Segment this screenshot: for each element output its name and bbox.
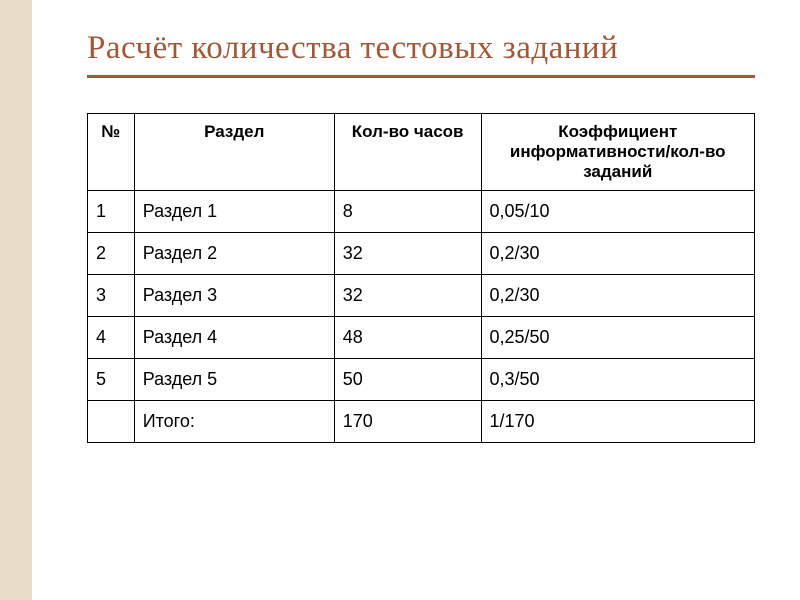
cell-section: Раздел 5 <box>134 359 334 401</box>
calculation-table: № Раздел Кол-во часов Коэффициент информ… <box>87 113 755 443</box>
cell-number: 2 <box>88 233 135 275</box>
cell-number <box>88 401 135 443</box>
cell-hours: 48 <box>334 317 481 359</box>
cell-number: 3 <box>88 275 135 317</box>
table-header-row: № Раздел Кол-во часов Коэффициент информ… <box>88 114 755 191</box>
table-row: 3 Раздел 3 32 0,2/30 <box>88 275 755 317</box>
cell-hours: 32 <box>334 233 481 275</box>
cell-coefficient: 0,05/10 <box>481 191 754 233</box>
cell-number: 5 <box>88 359 135 401</box>
cell-coefficient: 0,25/50 <box>481 317 754 359</box>
title-underline <box>87 75 755 78</box>
column-header-section: Раздел <box>134 114 334 191</box>
cell-number: 1 <box>88 191 135 233</box>
cell-hours: 32 <box>334 275 481 317</box>
main-content: Расчёт количества тестовых заданий № Раз… <box>32 0 800 463</box>
cell-section: Раздел 4 <box>134 317 334 359</box>
cell-section: Итого: <box>134 401 334 443</box>
cell-coefficient: 1/170 <box>481 401 754 443</box>
decorative-sidebar <box>0 0 32 600</box>
table-row-total: Итого: 170 1/170 <box>88 401 755 443</box>
cell-number: 4 <box>88 317 135 359</box>
column-header-hours: Кол-во часов <box>334 114 481 191</box>
table-row: 2 Раздел 2 32 0,2/30 <box>88 233 755 275</box>
cell-hours: 8 <box>334 191 481 233</box>
cell-coefficient: 0,3/50 <box>481 359 754 401</box>
cell-hours: 50 <box>334 359 481 401</box>
cell-section: Раздел 2 <box>134 233 334 275</box>
table-row: 5 Раздел 5 50 0,3/50 <box>88 359 755 401</box>
table-row: 4 Раздел 4 48 0,25/50 <box>88 317 755 359</box>
table-row: 1 Раздел 1 8 0,05/10 <box>88 191 755 233</box>
column-header-coefficient: Коэффициент информативности/кол-во задан… <box>481 114 754 191</box>
page-title: Расчёт количества тестовых заданий <box>87 30 755 67</box>
cell-section: Раздел 1 <box>134 191 334 233</box>
column-header-number: № <box>88 114 135 191</box>
cell-coefficient: 0,2/30 <box>481 275 754 317</box>
cell-hours: 170 <box>334 401 481 443</box>
cell-coefficient: 0,2/30 <box>481 233 754 275</box>
cell-section: Раздел 3 <box>134 275 334 317</box>
